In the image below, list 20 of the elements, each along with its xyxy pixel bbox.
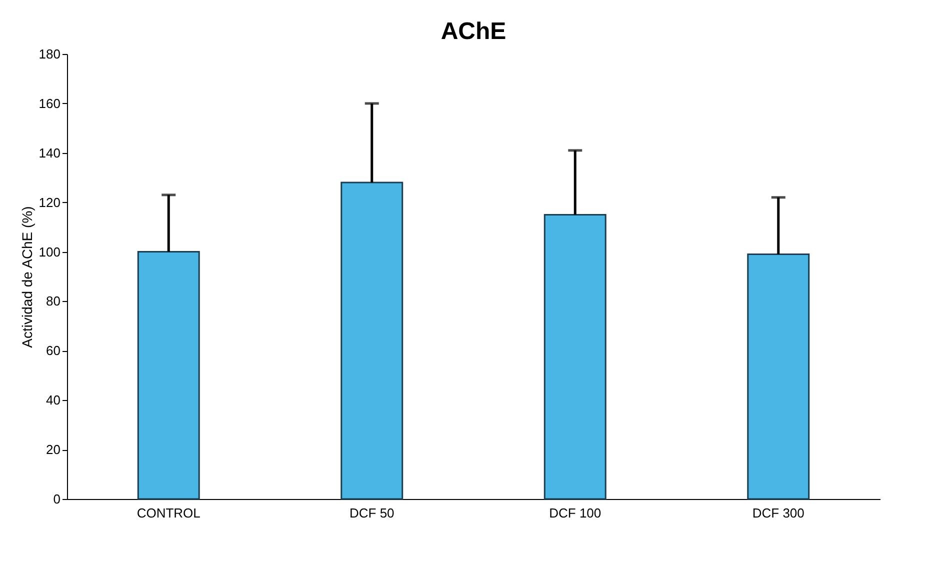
bar (747, 254, 810, 500)
x-tick-label: DCF 300 (752, 506, 804, 520)
y-axis-title: Actividad de AChE (%) (18, 206, 35, 348)
x-tick-label: CONTROL (136, 506, 200, 520)
y-tick-label: 140 (38, 145, 60, 160)
bar (137, 251, 200, 500)
y-tick-label: 100 (38, 244, 60, 260)
y-tick-label: 80 (46, 294, 60, 309)
bar (340, 182, 404, 500)
y-tick-label: 120 (38, 194, 60, 210)
y-tick-label: 160 (38, 96, 60, 111)
x-tick-label: DCF 100 (549, 506, 602, 520)
y-tick-label: 180 (38, 46, 60, 62)
bar (544, 214, 606, 500)
y-tick-label: 20 (46, 442, 60, 458)
y-tick-label: 0 (53, 492, 60, 506)
y-tick-label: 40 (46, 392, 60, 408)
x-tick-label: DCF 50 (349, 506, 394, 520)
y-tick-label: 60 (46, 343, 60, 358)
chart-title: AChE (440, 18, 506, 45)
